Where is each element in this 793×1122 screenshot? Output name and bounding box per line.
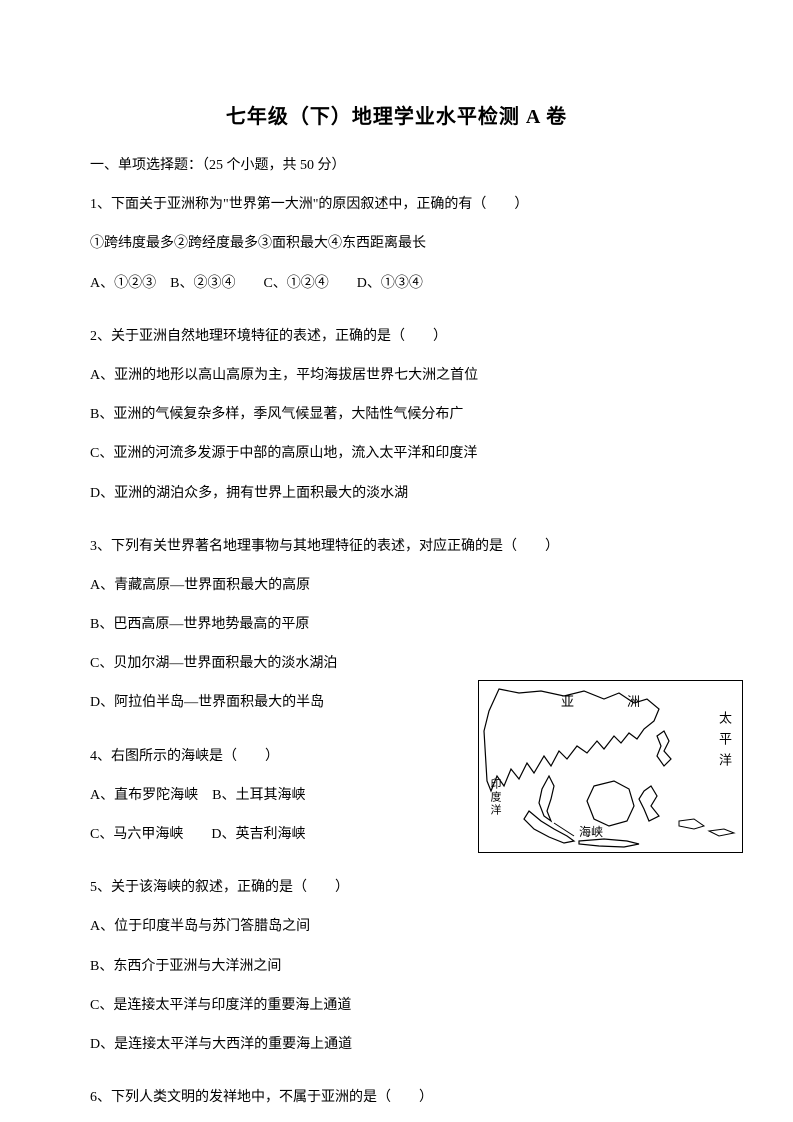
q2-option-c: C、亚洲的河流多发源于中部的高原山地，流入太平洋和印度洋: [90, 441, 703, 466]
section-header: 一、单项选择题：（25 个小题，共 50 分）: [90, 153, 703, 178]
map-label-asia: 亚 洲: [561, 691, 660, 710]
q3-option-c: C、贝加尔湖—世界面积最大的淡水湖泊: [90, 651, 703, 676]
q5-option-c: C、是连接太平洋与印度洋的重要海上通道: [90, 993, 703, 1018]
q4-option-ab: A、直布罗陀海峡 B、土耳其海峡: [90, 783, 410, 808]
q1-options: A、①②③ B、②③④ C、①②④ D、①③④: [90, 271, 703, 296]
q2-stem: 2、关于亚洲自然地理环境特征的表述，正确的是（ ）: [90, 324, 703, 349]
q3-option-b: B、巴西高原—世界地势最高的平原: [90, 612, 703, 637]
q1-stem: 1、下面关于亚洲称为"世界第一大洲"的原因叙述中，正确的有（ ）: [90, 192, 703, 217]
q4-stem: 4、右图所示的海峡是（ ）: [90, 744, 410, 769]
q2-option-b: B、亚洲的气候复杂多样，季风气候显著，大陆性气候分布广: [90, 402, 703, 427]
q3-stem: 3、下列有关世界著名地理事物与其地理特征的表述，对应正确的是（ ）: [90, 534, 703, 559]
q5-option-d: D、是连接太平洋与大西洋的重要海上通道: [90, 1032, 703, 1057]
q6-stem: 6、下列人类文明的发祥地中，不属于亚洲的是（ ）: [90, 1085, 703, 1110]
q3-option-a: A、青藏高原—世界面积最大的高原: [90, 573, 703, 598]
q2-option-d: D、亚洲的湖泊众多，拥有世界上面积最大的淡水湖: [90, 481, 703, 506]
q5-stem: 5、关于该海峡的叙述，正确的是（ ）: [90, 875, 703, 900]
q5-option-b: B、东西介于亚洲与大洋洲之间: [90, 954, 703, 979]
map-figure: 亚 洲 太平洋 印度洋 海峡: [478, 680, 743, 853]
map-label-pacific: 太平洋: [715, 711, 734, 774]
q2-option-a: A、亚洲的地形以高山高原为主，平均海拔居世界七大洲之首位: [90, 363, 703, 388]
q1-sub: ①跨纬度最多②跨经度最多③面积最大④东西距离最长: [90, 231, 703, 256]
q5-option-a: A、位于印度半岛与苏门答腊岛之间: [90, 914, 703, 939]
map-label-strait: 海峡: [579, 823, 603, 840]
exam-title: 七年级（下）地理学业水平检测 A 卷: [90, 100, 703, 129]
map-label-indian: 印度洋: [487, 778, 503, 817]
q4-option-cd: C、马六甲海峡 D、英吉利海峡: [90, 822, 410, 847]
